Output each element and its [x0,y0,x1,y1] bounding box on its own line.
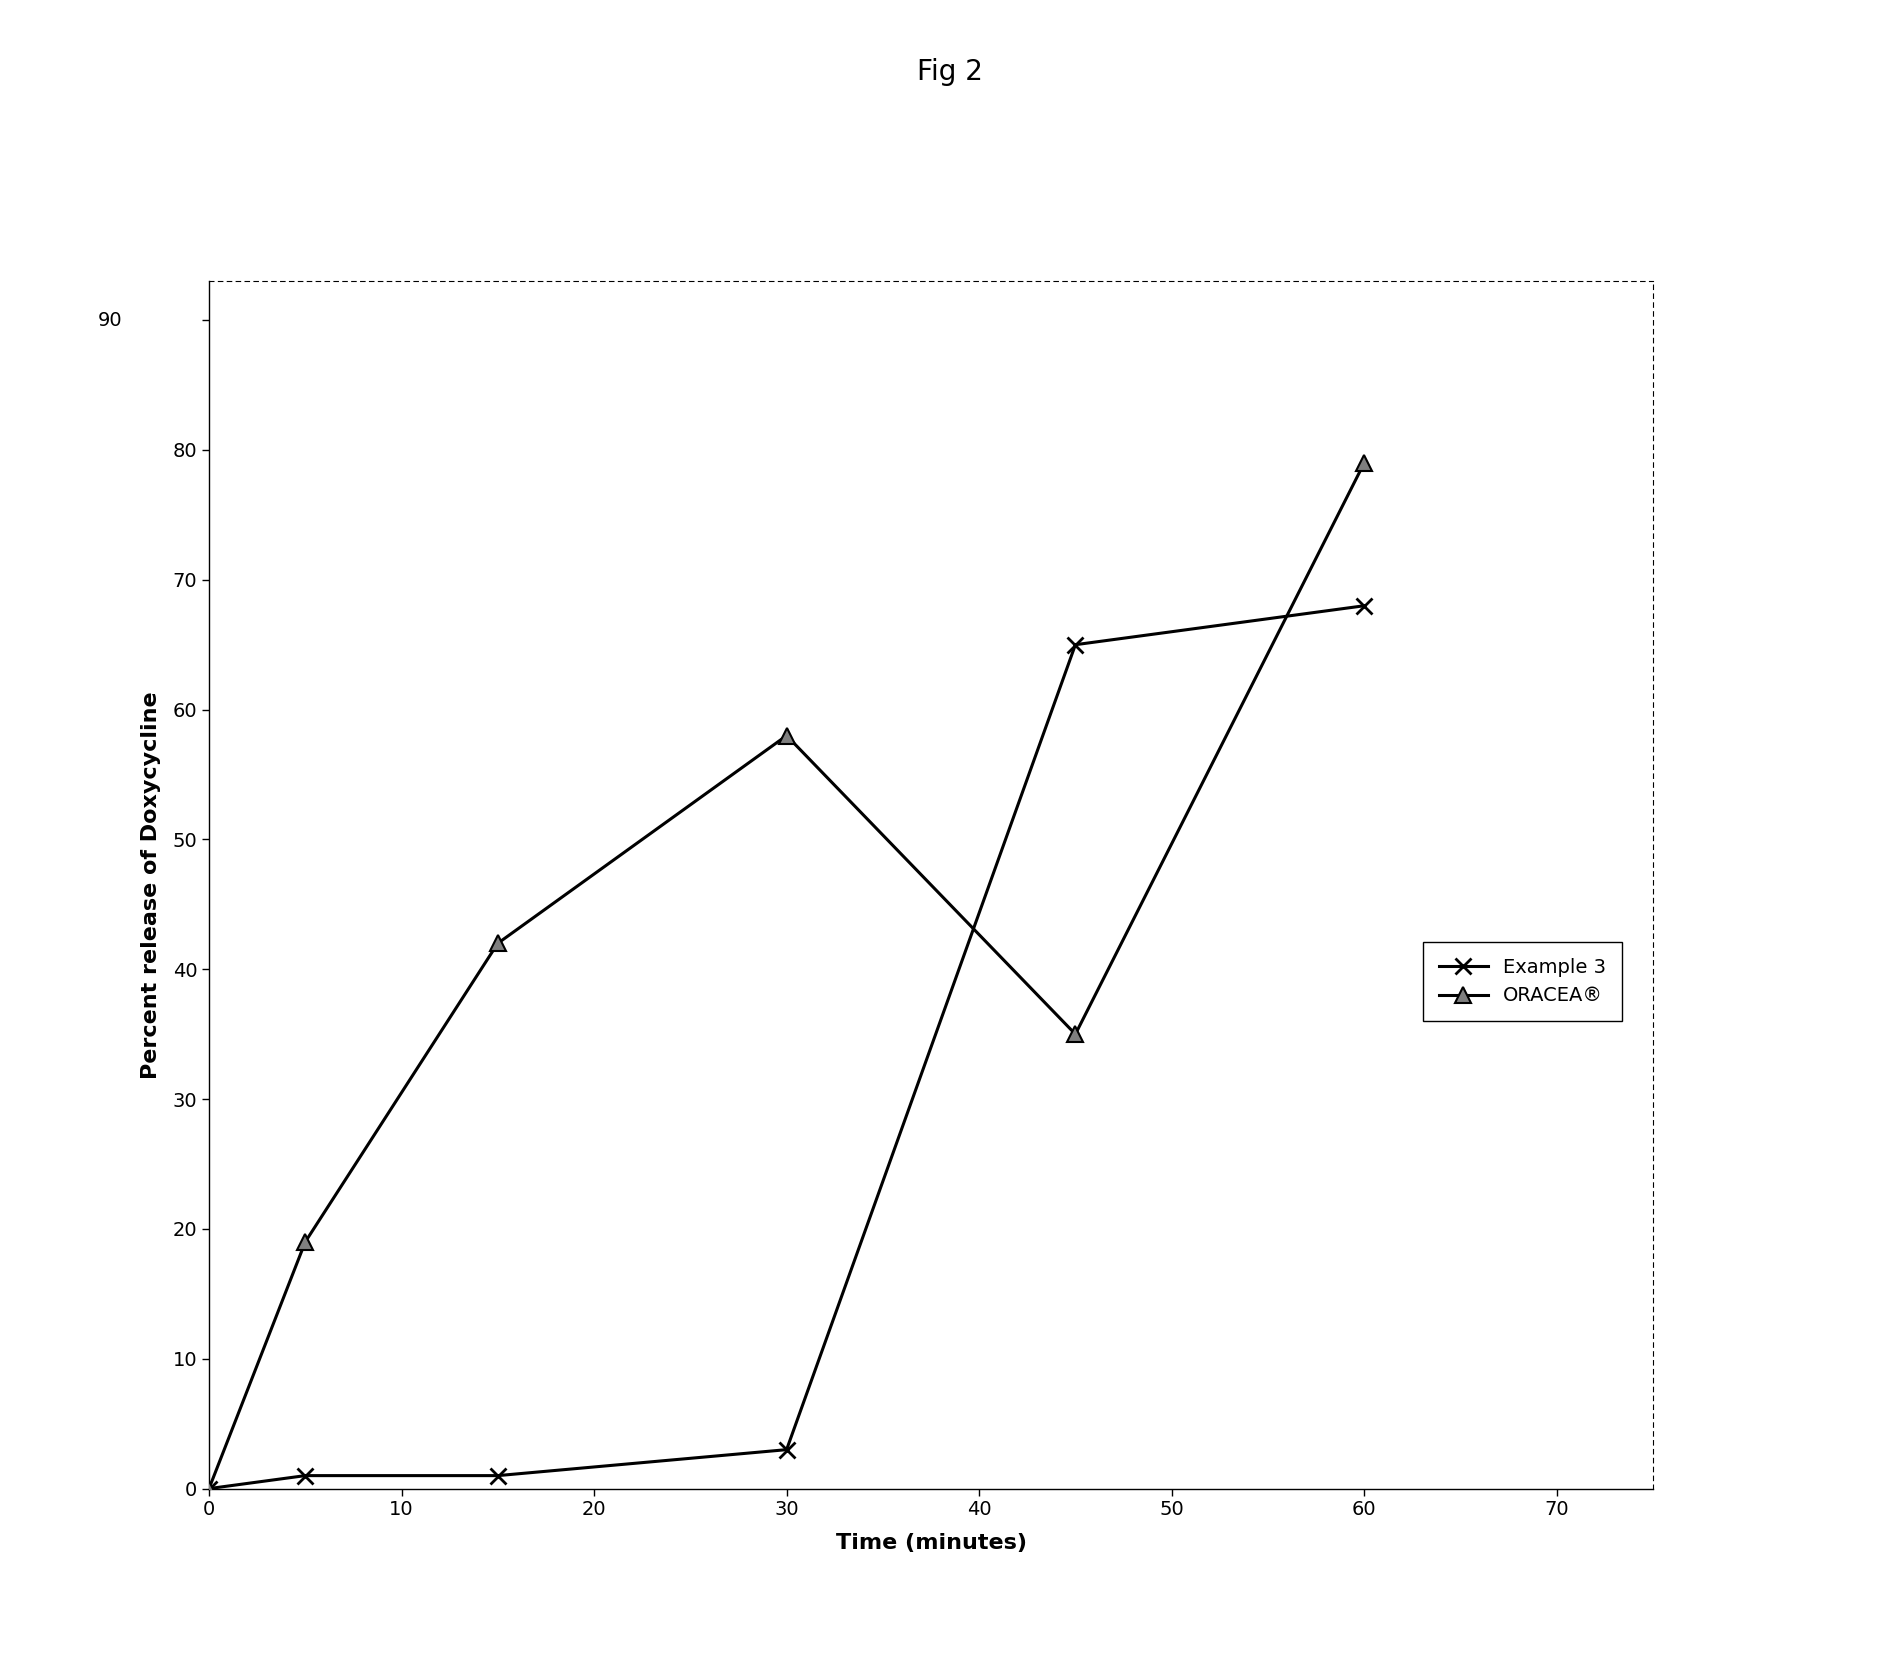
Line: ORACEA®: ORACEA® [201,455,1372,1497]
ORACEA® [198,1479,220,1499]
ORACEA® [1353,453,1376,473]
ORACEA® [486,933,509,953]
Text: 90: 90 [97,311,122,329]
Example 3 [1353,595,1376,615]
Example 3 [486,1465,509,1485]
Example 3 [198,1479,220,1499]
ORACEA® [1064,1024,1087,1044]
Example 3 [294,1465,317,1485]
Y-axis label: Percent release of Doxycycline: Percent release of Doxycycline [141,691,162,1078]
ORACEA® [294,1232,317,1252]
X-axis label: Time (minutes): Time (minutes) [836,1533,1026,1553]
Legend: Example 3, ORACEA®: Example 3, ORACEA® [1423,943,1621,1021]
Example 3 [775,1439,798,1459]
Line: Example 3: Example 3 [201,599,1372,1497]
ORACEA® [775,726,798,746]
Example 3 [1064,635,1087,655]
Text: Fig 2: Fig 2 [918,58,982,86]
